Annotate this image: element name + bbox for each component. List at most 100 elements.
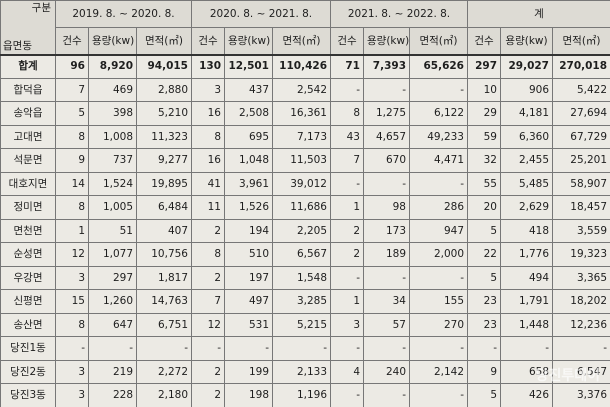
value-cell: 1,817 — [136, 265, 192, 290]
value-cell: 7,393 — [363, 53, 410, 79]
sub-header-count: 건수 — [55, 27, 89, 55]
value-cell: 3,961 — [224, 171, 273, 196]
value-cell: 2,508 — [224, 101, 273, 126]
value-cell: - — [330, 171, 364, 196]
region-name-cell: 면천면 — [0, 218, 56, 243]
value-cell: 437 — [224, 77, 273, 102]
value-cell: 23 — [467, 312, 501, 337]
value-cell: 96 — [55, 53, 89, 79]
value-cell: 1,048 — [224, 148, 273, 173]
value-cell: 3,285 — [272, 289, 331, 314]
value-cell: 6,567 — [272, 242, 331, 267]
region-name-cell: 송산면 — [0, 312, 56, 337]
value-cell: 189 — [363, 242, 410, 267]
value-cell: - — [363, 383, 410, 407]
value-cell: 194 — [224, 218, 273, 243]
value-cell: - — [191, 336, 225, 361]
value-cell: 737 — [88, 148, 137, 173]
table-row: 신평면 15 1,260 14,763 7 497 3,285 1 34 155 23 1,791 18… — [0, 289, 610, 314]
region-name-cell: 신평면 — [0, 289, 56, 314]
value-cell: 5,210 — [136, 101, 192, 126]
sub-header-capacity: 용량(kw) — [88, 27, 137, 55]
region-name-cell: 당진1동 — [0, 336, 56, 361]
value-cell: 1,196 — [272, 383, 331, 407]
value-cell: 12,236 — [551, 312, 610, 337]
value-cell: - — [88, 336, 137, 361]
value-cell: 19,323 — [551, 242, 610, 267]
value-cell: 531 — [224, 312, 273, 337]
region-name-cell: 합덕읍 — [0, 77, 56, 102]
value-cell: - — [55, 336, 89, 361]
value-cell: 8,920 — [88, 53, 137, 79]
value-cell: 12 — [55, 242, 89, 267]
value-cell: 39,012 — [272, 171, 331, 196]
value-cell: 9 — [55, 148, 89, 173]
value-cell: 51 — [88, 218, 137, 243]
value-cell: 5,485 — [500, 171, 553, 196]
value-cell: 3,365 — [551, 265, 610, 290]
sub-header-capacity: 용량(kw) — [224, 27, 273, 55]
value-cell: 1,791 — [500, 289, 553, 314]
value-cell: 55 — [467, 171, 501, 196]
value-cell: - — [363, 171, 410, 196]
value-cell: 25,201 — [551, 148, 610, 173]
value-cell: 29 — [467, 101, 501, 126]
sub-header-capacity: 용량(kw) — [500, 27, 553, 55]
value-cell: 8 — [191, 124, 225, 149]
value-cell: 5 — [467, 383, 501, 407]
value-cell: 1,524 — [88, 171, 137, 196]
value-cell: 1 — [55, 218, 89, 243]
value-cell: 110,426 — [272, 53, 331, 79]
value-cell: 286 — [409, 195, 468, 220]
value-cell: 3,559 — [551, 218, 610, 243]
value-cell: 240 — [363, 359, 410, 384]
value-cell: 2 — [330, 242, 364, 267]
value-cell: 8 — [55, 312, 89, 337]
table-row: 송악읍 5 398 5,210 16 2,508 16,361 8 1,275 6,122 29 4,… — [0, 101, 610, 126]
value-cell: 27,694 — [551, 101, 610, 126]
value-cell: 12,501 — [224, 53, 273, 79]
value-cell: 16 — [191, 101, 225, 126]
value-cell: 16,361 — [272, 101, 331, 126]
value-cell: 11,323 — [136, 124, 192, 149]
table-row: 합덕읍 7 469 2,880 3 437 2,542- - -10 906 5,422 — [0, 77, 610, 102]
region-name-cell: 고대면 — [0, 124, 56, 149]
value-cell: 94,015 — [136, 53, 192, 79]
value-cell: - — [409, 77, 468, 102]
value-cell: 1,005 — [88, 195, 137, 220]
value-cell: 647 — [88, 312, 137, 337]
value-cell: 32 — [467, 148, 501, 173]
sub-header-capacity: 용량(kw) — [363, 27, 410, 55]
value-cell: 426 — [500, 383, 553, 407]
value-cell: 130 — [191, 53, 225, 79]
value-cell: 2,880 — [136, 77, 192, 102]
value-cell: 2,629 — [500, 195, 553, 220]
value-cell: 2 — [191, 265, 225, 290]
region-name-cell: 당진3동 — [0, 383, 56, 407]
value-cell: 8 — [191, 242, 225, 267]
value-cell: - — [500, 336, 553, 361]
value-cell: - — [272, 336, 331, 361]
region-name-cell: 정미면 — [0, 195, 56, 220]
value-cell: 3 — [330, 312, 364, 337]
value-cell: 6,122 — [409, 101, 468, 126]
value-cell: 7 — [191, 289, 225, 314]
value-cell: 71 — [330, 53, 364, 79]
value-cell: 10 — [467, 77, 501, 102]
value-cell: 67,729 — [551, 124, 610, 149]
value-cell: 14,763 — [136, 289, 192, 314]
region-name-cell: 대호지면 — [0, 171, 56, 196]
value-cell: 5,422 — [551, 77, 610, 102]
value-cell: 6,484 — [136, 195, 192, 220]
value-cell: 5 — [55, 101, 89, 126]
value-cell: 297 — [467, 53, 501, 79]
sub-header-row: 건수 용량(kw) 면적(㎡) 건수 용량(kw) 면적(㎡) 건수 용량(kw… — [1, 27, 610, 55]
value-cell: 2,180 — [136, 383, 192, 407]
value-cell: 2,455 — [500, 148, 553, 173]
value-cell: 2,205 — [272, 218, 331, 243]
value-cell: 7 — [330, 148, 364, 173]
value-cell: 7,173 — [272, 124, 331, 149]
table-row: 당진2동 3 219 2,272 2 199 2,133 4 240 2,142 9 658 6,547 — [0, 359, 610, 384]
